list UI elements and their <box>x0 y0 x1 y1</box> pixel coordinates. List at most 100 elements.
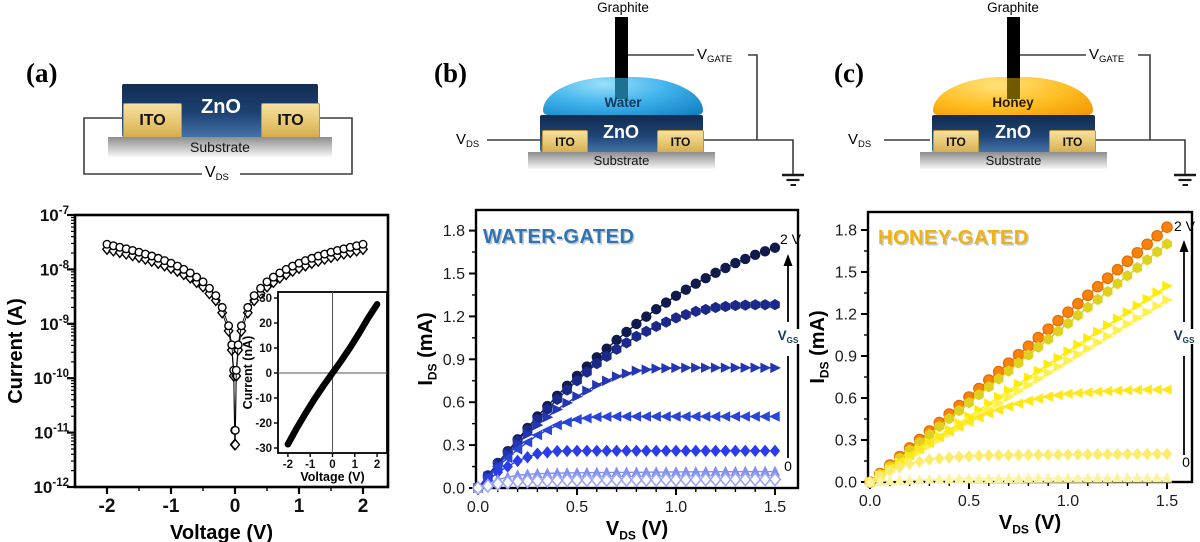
svg-text:0.5: 0.5 <box>958 493 980 510</box>
svg-text:0.0: 0.0 <box>859 493 881 510</box>
svg-text:0: 0 <box>1182 454 1190 470</box>
svg-text:1: 1 <box>294 496 305 517</box>
zno-label-b: ZnO <box>603 122 639 142</box>
svg-text:VDS (V): VDS (V) <box>606 518 668 542</box>
vgate-label-c: VGATE <box>1089 46 1125 65</box>
svg-text:1.5: 1.5 <box>1156 493 1178 510</box>
water-gated-output-chart: 0.0 0.5 1.0 1.5 0.0 0.3 0.6 0.9 1.2 1.5 1.8 VDS (V)… <box>415 208 802 542</box>
svg-text:10: 10 <box>259 343 272 355</box>
zno-label-a: ZnO <box>201 96 241 118</box>
svg-text:-1: -1 <box>163 496 180 517</box>
svg-text:1: 1 <box>352 459 359 471</box>
svg-text:HONEY-GATED: HONEY-GATED <box>878 227 1029 249</box>
wires-b <box>487 54 794 175</box>
graphite-rod-c <box>1007 17 1020 78</box>
svg-text:10-10: 10-10 <box>33 368 69 388</box>
svg-text:1.0: 1.0 <box>1057 493 1079 510</box>
svg-text:-1: -1 <box>305 459 316 471</box>
substrate-b: Substrate <box>528 152 715 169</box>
svg-text:20: 20 <box>259 318 272 330</box>
svg-text:-2: -2 <box>99 496 116 517</box>
svg-text:0.6: 0.6 <box>835 391 857 408</box>
substrate-a: Substrate <box>108 137 332 157</box>
vds-label-c: VDS <box>848 131 872 150</box>
ito-electrode-b-right: ITO <box>657 130 704 154</box>
svg-text:1.2: 1.2 <box>443 309 465 326</box>
svg-text:-10: -10 <box>255 393 272 405</box>
svg-text:1.8: 1.8 <box>443 223 465 240</box>
svg-text:WATER-GATED: WATER-GATED <box>483 226 634 248</box>
svg-text:0: 0 <box>266 368 272 380</box>
ground-icon-c <box>1174 173 1196 186</box>
svg-text:2 V: 2 V <box>1174 218 1196 234</box>
svg-text:0.0: 0.0 <box>443 481 465 498</box>
series-6 <box>864 447 1173 489</box>
svg-text:1.0: 1.0 <box>665 499 687 516</box>
svg-text:0.0: 0.0 <box>835 475 857 492</box>
vgate-label-b: VGATE <box>697 46 733 65</box>
svg-text:-30: -30 <box>255 443 272 455</box>
svg-text:30: 30 <box>259 293 272 305</box>
svg-text:2: 2 <box>374 459 380 471</box>
honey-gated-output-chart: 0.0 0.5 1.0 1.5 0.0 0.3 0.6 0.9 1.2 1.5 1.8 VDS (V)… <box>807 210 1198 536</box>
svg-text:10-8: 10-8 <box>40 259 70 279</box>
svg-text:0.9: 0.9 <box>835 349 857 366</box>
ito-electrode-a-left: ITO <box>123 103 182 139</box>
svg-text:Current (A): Current (A) <box>5 298 27 404</box>
svg-text:1.5: 1.5 <box>835 265 857 282</box>
zno-label-c: ZnO <box>995 122 1031 142</box>
panel-a-label: (a) <box>26 58 58 88</box>
svg-text:VGS: VGS <box>1174 328 1195 345</box>
svg-text:10-9: 10-9 <box>40 314 69 334</box>
svg-text:0.3: 0.3 <box>835 433 857 450</box>
svg-text:Voltage (V): Voltage (V) <box>300 470 364 484</box>
series-7-vgs-0 <box>864 471 1173 487</box>
svg-text:-20: -20 <box>255 418 272 430</box>
svg-text:VGS: VGS <box>778 328 799 345</box>
graphite-label-b: Graphite <box>597 0 649 15</box>
vds-wire-a <box>83 117 353 175</box>
ito-electrode-c-left: ITO <box>933 130 979 154</box>
svg-text:0.9: 0.9 <box>443 352 465 369</box>
vds-label-b: VDS <box>456 131 480 150</box>
graphite-rod-c-immersed <box>1007 78 1020 99</box>
ito-electrode-a-right: ITO <box>261 103 320 139</box>
svg-text:0: 0 <box>329 459 335 471</box>
svg-text:1.2: 1.2 <box>835 307 857 324</box>
honey-label: Honey <box>992 95 1034 110</box>
svg-text:IDS (mA): IDS (mA) <box>807 310 831 383</box>
svg-text:0.5: 0.5 <box>566 499 588 516</box>
series-2 <box>473 299 780 494</box>
water-label: Water <box>604 95 642 110</box>
ground-icon-b <box>782 173 804 186</box>
svg-text:Current (nA): Current (nA) <box>241 336 255 410</box>
svg-text:0.3: 0.3 <box>443 438 465 455</box>
svg-text:IDS (mA): IDS (mA) <box>415 312 439 385</box>
series-5 <box>864 384 1172 488</box>
svg-text:0.6: 0.6 <box>443 395 465 412</box>
svg-text:Voltage (V): Voltage (V) <box>170 522 273 542</box>
svg-text:10-12: 10-12 <box>33 477 69 497</box>
iv-series-1 <box>102 239 368 435</box>
panel-c-label: (c) <box>834 58 864 88</box>
svg-text:1.5: 1.5 <box>764 499 786 516</box>
svg-text:0: 0 <box>784 458 792 474</box>
series-7-vgs-0 <box>471 471 782 496</box>
svg-text:HONEY-GATED: HONEY-GATED <box>880 229 1031 251</box>
graphite-rod-b-immersed <box>615 78 628 99</box>
substrate-c: Substrate <box>920 152 1107 169</box>
graphite-label-c: Graphite <box>987 0 1039 15</box>
svg-text:10-7: 10-7 <box>40 205 69 225</box>
svg-text:WATER-GATED: WATER-GATED <box>485 228 636 250</box>
svg-text:10-11: 10-11 <box>34 423 70 443</box>
vds-label-a: VDS <box>205 164 229 183</box>
svg-text:-2: -2 <box>283 459 293 471</box>
svg-text:2 V: 2 V <box>780 231 802 247</box>
series-4 <box>472 411 780 494</box>
svg-text:2: 2 <box>358 496 369 517</box>
